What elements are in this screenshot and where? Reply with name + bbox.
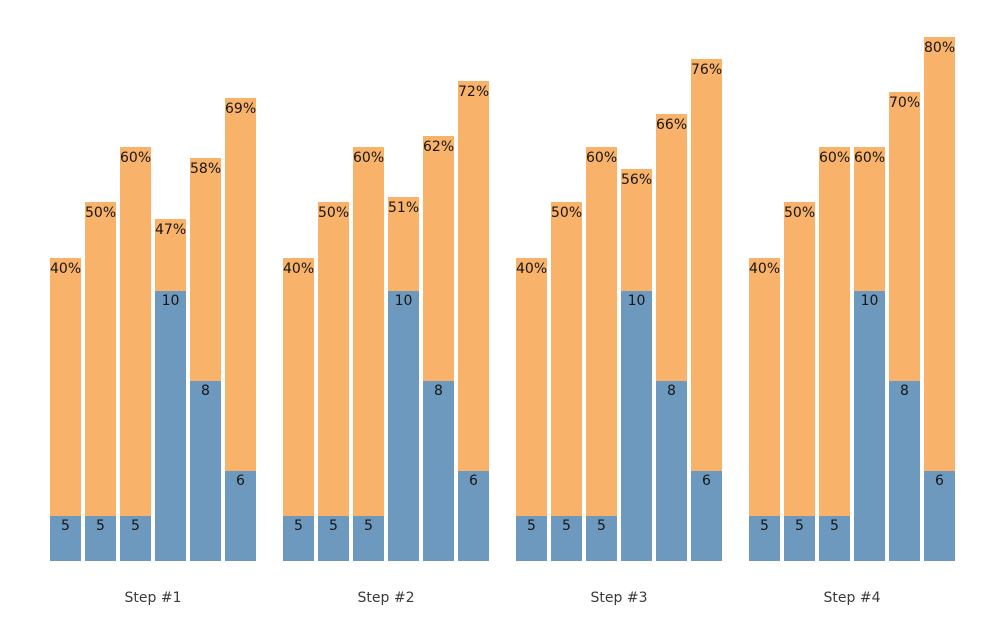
percent-label: 40%	[749, 260, 781, 277]
count-label: 8	[900, 382, 909, 399]
count-bar: 10	[155, 290, 186, 561]
count-bar: 10	[854, 290, 885, 561]
count-label: 5	[131, 517, 140, 534]
count-bar: 5	[784, 515, 815, 561]
count-label: 6	[236, 472, 245, 489]
count-label: 10	[394, 292, 413, 309]
count-label: 10	[860, 292, 879, 309]
percent-label: 60%	[120, 150, 152, 167]
count-bar: 5	[318, 515, 349, 561]
percent-label: 47%	[155, 221, 187, 238]
count-label: 5	[61, 517, 70, 534]
count-bar: 8	[889, 380, 920, 561]
percent-label: 40%	[283, 260, 315, 277]
count-label: 10	[161, 292, 180, 309]
percent-bar: 40%	[749, 257, 781, 561]
percent-label: 51%	[388, 199, 420, 216]
percent-label: 66%	[656, 117, 688, 134]
percent-label: 56%	[621, 172, 653, 189]
percent-label: 70%	[889, 95, 921, 111]
count-bar: 5	[50, 515, 81, 561]
count-label: 5	[760, 517, 769, 534]
count-label: 10	[627, 292, 646, 309]
count-label: 6	[702, 472, 711, 489]
percent-label: 69%	[225, 100, 257, 117]
count-label: 5	[562, 517, 571, 534]
count-label: 8	[201, 382, 210, 399]
count-bar: 5	[586, 515, 617, 561]
count-bar: 5	[551, 515, 582, 561]
percent-label: 40%	[516, 260, 548, 277]
percent-bar: 50%	[85, 202, 117, 561]
percent-bar: 60%	[819, 147, 851, 561]
percent-label: 60%	[819, 150, 851, 167]
percent-bar: 60%	[120, 147, 152, 561]
percent-bar: 40%	[516, 257, 548, 561]
group-label: Step #4	[823, 590, 881, 606]
count-label: 6	[469, 472, 478, 489]
count-label: 6	[935, 472, 944, 489]
count-bar: 5	[819, 515, 850, 561]
count-bar: 5	[85, 515, 116, 561]
percent-bar: 50%	[784, 202, 816, 561]
group-label: Step #3	[590, 590, 648, 606]
percent-label: 62%	[423, 139, 455, 156]
count-label: 8	[667, 382, 676, 399]
percent-label: 80%	[924, 39, 956, 56]
percent-label: 60%	[854, 150, 886, 167]
percent-label: 50%	[551, 205, 583, 222]
count-label: 5	[329, 517, 338, 534]
count-bar: 10	[621, 290, 652, 561]
count-label: 8	[434, 382, 443, 399]
count-bar: 5	[353, 515, 384, 561]
count-bar: 8	[423, 380, 454, 561]
count-label: 5	[294, 517, 303, 534]
count-bar: 5	[283, 515, 314, 561]
count-label: 5	[364, 517, 373, 534]
count-bar: 5	[516, 515, 547, 561]
percent-label: 50%	[318, 205, 350, 222]
count-label: 5	[527, 517, 536, 534]
count-bar: 5	[120, 515, 151, 561]
percent-bar: 40%	[283, 257, 315, 561]
count-label: 5	[795, 517, 804, 534]
count-label: 5	[830, 517, 839, 534]
percent-label: 40%	[50, 260, 82, 277]
count-bar: 6	[225, 470, 256, 561]
percent-bar: 60%	[353, 147, 385, 561]
percent-bar: 60%	[586, 147, 618, 561]
percent-label: 50%	[85, 205, 117, 222]
count-bar: 6	[691, 470, 722, 561]
count-bar: 10	[388, 290, 419, 561]
count-bar: 6	[924, 470, 955, 561]
group-label: Step #1	[124, 590, 182, 606]
percent-bar: 50%	[318, 202, 350, 561]
percent-label: 50%	[784, 205, 816, 222]
count-label: 5	[597, 517, 606, 534]
percent-label: 60%	[586, 150, 618, 167]
percent-label: 72%	[458, 84, 490, 100]
count-bar: 5	[749, 515, 780, 561]
count-bar: 6	[458, 470, 489, 561]
percent-label: 60%	[353, 150, 385, 167]
percent-bar: 40%	[50, 257, 82, 561]
percent-label: 76%	[691, 61, 723, 78]
count-bar: 8	[190, 380, 221, 561]
percent-bar: 50%	[551, 202, 583, 561]
percent-label: 58%	[190, 161, 222, 178]
count-label: 5	[96, 517, 105, 534]
count-bar: 8	[656, 380, 687, 561]
group-label: Step #2	[357, 590, 415, 606]
